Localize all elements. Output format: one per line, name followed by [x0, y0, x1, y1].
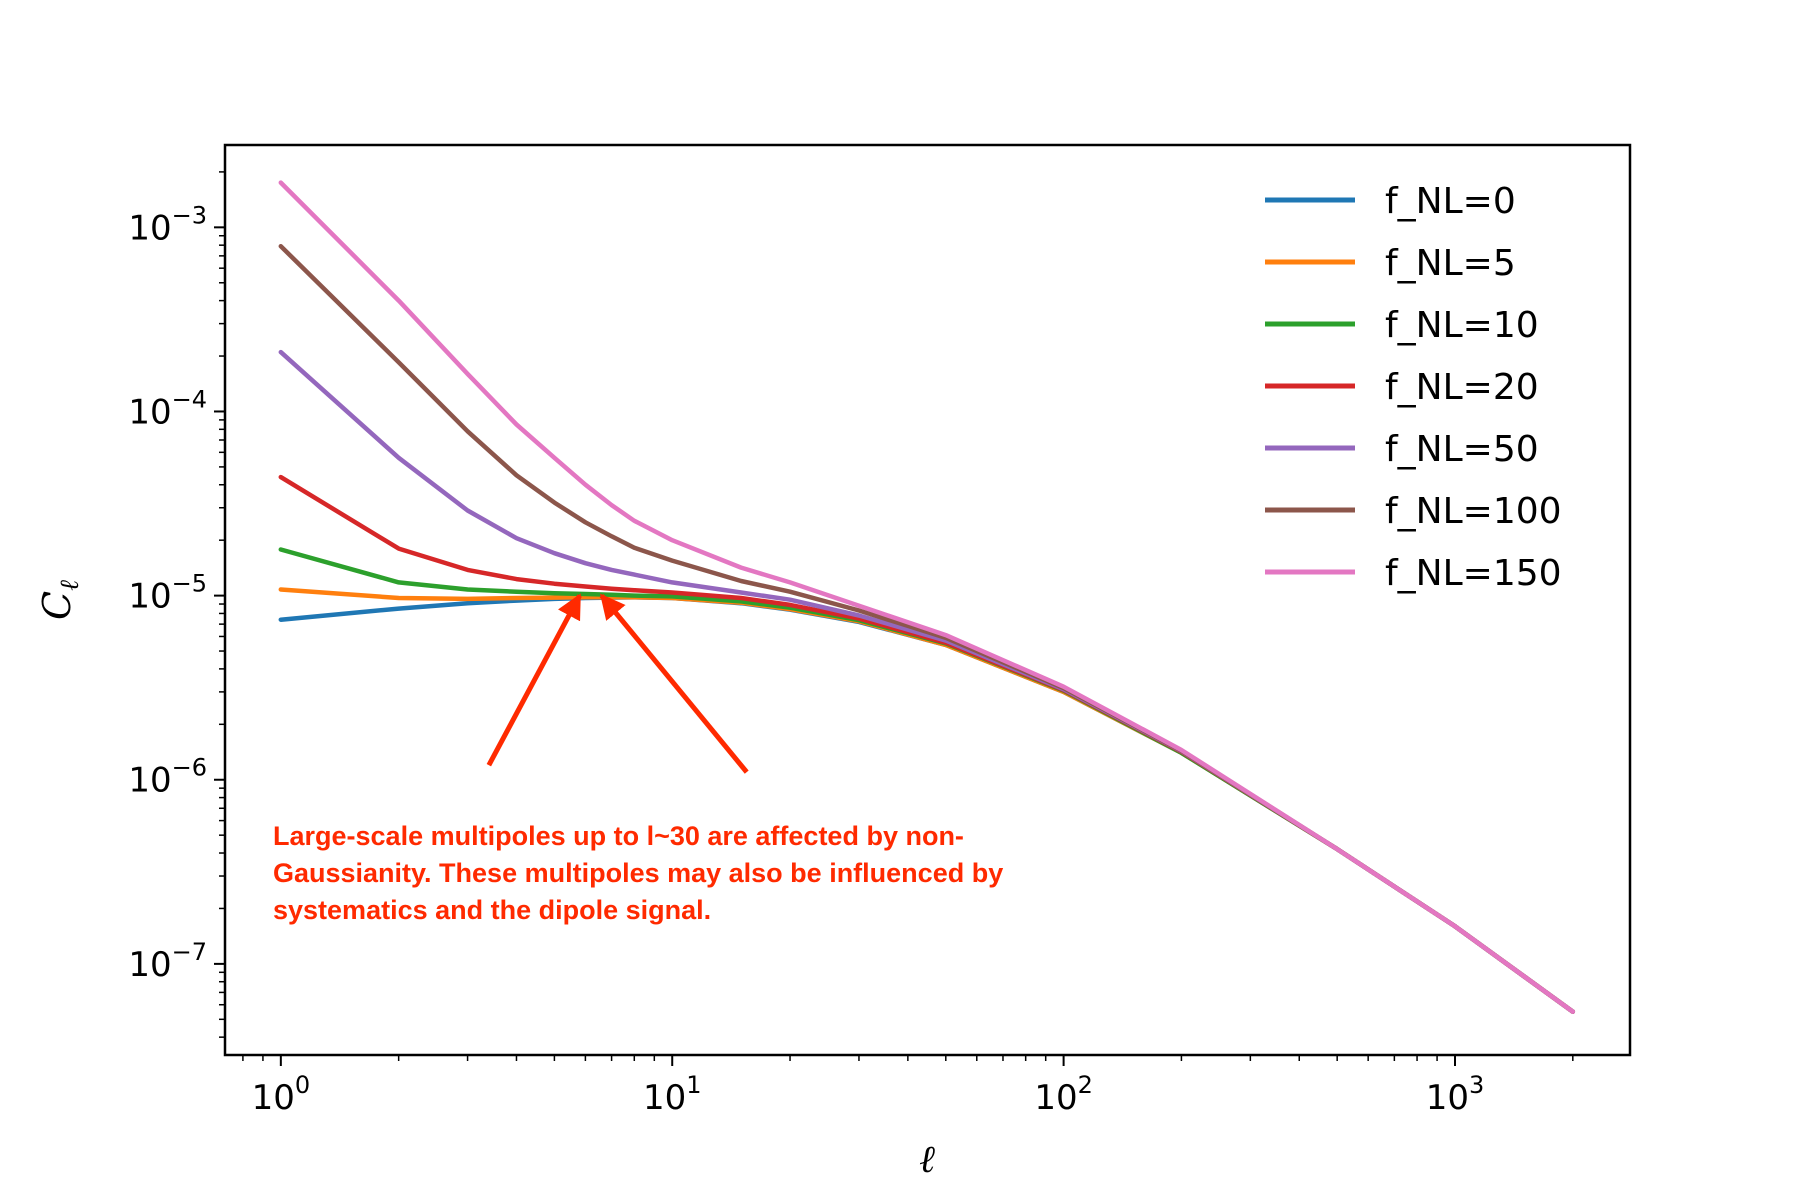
y-tick-label-base: 10: [128, 208, 171, 248]
x-tick-label-base: 10: [1034, 1078, 1077, 1118]
series-layer: [278, 180, 1576, 1014]
y-tick-label: 10−7: [128, 938, 207, 985]
x-tick-label: 101: [643, 1071, 702, 1118]
y-tick-label-exp: −3: [172, 201, 207, 229]
x-tick-label-exp: 1: [686, 1071, 701, 1099]
x-tick-label: 103: [1426, 1071, 1485, 1118]
series-line-0: [278, 595, 1576, 1014]
y-tick-label-base: 10: [128, 577, 171, 617]
series-line-1: [278, 587, 1576, 1014]
y-tick-label: 10−6: [128, 754, 207, 801]
legend-label-0: f_NL=0: [1385, 181, 1516, 222]
y-tick-label-base: 10: [128, 945, 171, 985]
annotation-line-1: Gaussianity. These multipoles may also b…: [273, 858, 1003, 888]
legend-label-5: f_NL=100: [1385, 491, 1562, 532]
legend-label-2: f_NL=10: [1385, 305, 1539, 346]
x-tick-label: 100: [252, 1071, 311, 1118]
plot-frame: [223, 143, 1632, 1057]
y-tick-label: 10−3: [128, 201, 207, 248]
annotation-line-2: systematics and the dipole signal.: [273, 895, 711, 925]
legend-label-4: f_NL=50: [1385, 429, 1539, 470]
x-tick-label-base: 10: [252, 1078, 295, 1118]
legend: f_NL=0 f_NL=5 f_NL=10 f_NL=20 f_NL=50 f_NL=10…: [1265, 181, 1562, 594]
series-line-2: [278, 547, 1576, 1014]
x-tick-label-base: 10: [643, 1078, 686, 1118]
legend-label-6: f_NL=150: [1385, 553, 1562, 594]
annotation-arrow-0: [486, 593, 582, 767]
y-axis-label: Cℓ: [35, 580, 85, 620]
x-tick-label: 102: [1034, 1071, 1093, 1118]
y-axis-label-sub: ℓ: [55, 580, 85, 591]
y-tick-label: 10−5: [128, 570, 207, 617]
annotation-line-0: Large-scale multipoles up to l~30 are af…: [273, 821, 964, 851]
x-axis-label: ℓ: [919, 1137, 935, 1181]
y-tick-label-exp: −6: [172, 754, 207, 782]
series-line-3: [278, 474, 1576, 1014]
legend-label-3: f_NL=20: [1385, 367, 1539, 408]
y-tick-label-exp: −7: [172, 938, 207, 966]
x-tick-label-exp: 3: [1469, 1071, 1484, 1099]
y-tick-label-exp: −5: [172, 570, 207, 598]
series-line-6: [278, 180, 1576, 1014]
y-tick-label: 10−4: [128, 385, 207, 432]
y-tick-label-base: 10: [128, 761, 171, 801]
x-tick-label-exp: 2: [1078, 1071, 1093, 1099]
annotation-layer: Large-scale multipoles up to l~30 are af…: [273, 593, 1003, 925]
y-axis-label-main: C: [35, 591, 79, 620]
legend-label-1: f_NL=5: [1385, 243, 1516, 284]
annotation-arrow-1: [599, 593, 749, 774]
y-tick-label-base: 10: [128, 392, 171, 432]
x-tick-label-exp: 0: [295, 1071, 310, 1099]
y-tick-label-exp: −4: [172, 385, 207, 413]
x-tick-label-base: 10: [1426, 1078, 1469, 1118]
